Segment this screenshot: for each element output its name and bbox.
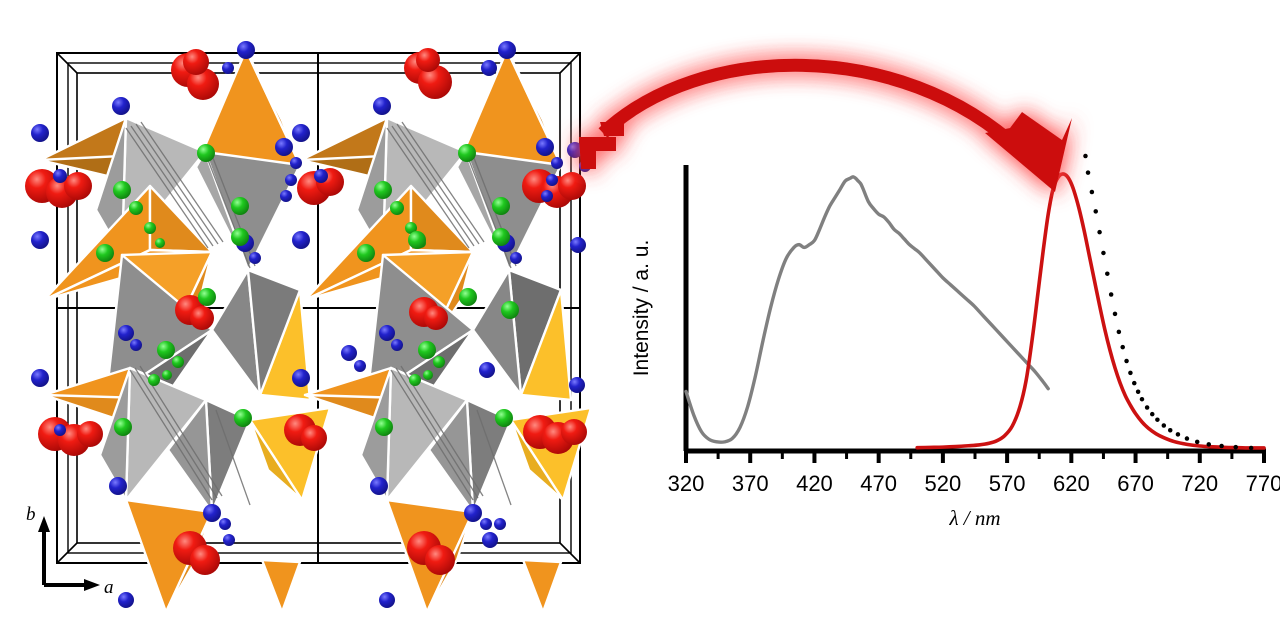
- fitted-curve-dot: [1161, 423, 1167, 428]
- spectra-plot-panel: 320 370 420 470 520 570 620 670 720 770 λ / nm In…: [620, 0, 1280, 625]
- fitted-curve-dot: [1093, 209, 1098, 214]
- data-series: [684, 153, 1266, 451]
- fitted-curve-dot: [1112, 311, 1118, 317]
- x-tick-label: 520: [925, 471, 962, 496]
- crystal-structure-svg: b a: [25, 41, 593, 614]
- spectra-chart-svg: 320 370 420 470 520 570 620 670 720 770 λ / nm In…: [630, 153, 1280, 530]
- fitted-curve-dot: [1083, 153, 1088, 159]
- fitted-curve-dot: [1085, 170, 1091, 175]
- y-axis-label: Intensity / a. u.: [630, 240, 653, 377]
- fitted-curve-dot: [1101, 250, 1106, 256]
- x-tick-label: 620: [1053, 471, 1090, 496]
- fitted-curve-dot: [1097, 229, 1102, 235]
- fitted-curve-dot: [1233, 444, 1238, 450]
- x-tick-label: 320: [668, 471, 705, 496]
- fitted-curve-dot: [1128, 370, 1133, 376]
- fitted-curve-dot: [1150, 411, 1155, 417]
- fitted-curve-dot: [1248, 445, 1254, 451]
- fitted-curve-dot: [1089, 189, 1095, 195]
- fitted-curve-dot: [1132, 380, 1137, 386]
- axis-label-a: a: [104, 577, 114, 598]
- emission-spectrum-curve: [915, 172, 1266, 450]
- lithium-atom-group: [96, 144, 519, 436]
- x-tick-label: 470: [860, 471, 897, 496]
- x-tick-label: 570: [989, 471, 1026, 496]
- fitted-curve-dot: [1155, 417, 1160, 422]
- axis-label-b: b: [26, 504, 36, 525]
- fitted-curve-dot: [1167, 427, 1173, 433]
- fitted-curve-dot: [1144, 405, 1150, 410]
- tetrahedra-right-half: [299, 48, 593, 614]
- plot-axes: 320 370 420 470 520 570 620 670 720 770: [668, 165, 1280, 496]
- fitted-curve-dot: [1194, 439, 1200, 445]
- excitation-spectrum-curve: [684, 175, 1050, 444]
- europium-atom-group: [25, 48, 587, 575]
- x-tick-label: 720: [1181, 471, 1218, 496]
- fitted-curve-dot: [1175, 432, 1181, 437]
- x-tick-label: 670: [1117, 471, 1154, 496]
- fitted-curve-dot: [1116, 329, 1122, 335]
- x-tick-label: 420: [796, 471, 833, 496]
- crystal-structure-panel: b a: [0, 0, 620, 625]
- fitted-curve-dot: [1105, 271, 1110, 276]
- fitted-curve-dot: [1206, 442, 1212, 447]
- x-axis-label: λ / nm: [948, 506, 1000, 530]
- fitted-curve-dot: [1184, 436, 1190, 441]
- fitted-curve-dot: [1135, 389, 1141, 394]
- fitted-curve-dot: [1139, 396, 1145, 402]
- crystal-axis-indicator: b a: [26, 504, 114, 598]
- fitted-curve-dot: [1120, 344, 1125, 350]
- tetrahedra-left-half: [38, 48, 332, 614]
- x-tick-label: 370: [732, 471, 769, 496]
- fitted-curve-dot: [1124, 358, 1129, 364]
- fitted-curve-dot: [1219, 443, 1224, 449]
- fitted-curve-dot: [1108, 292, 1114, 297]
- x-tick-label: 770: [1246, 471, 1280, 496]
